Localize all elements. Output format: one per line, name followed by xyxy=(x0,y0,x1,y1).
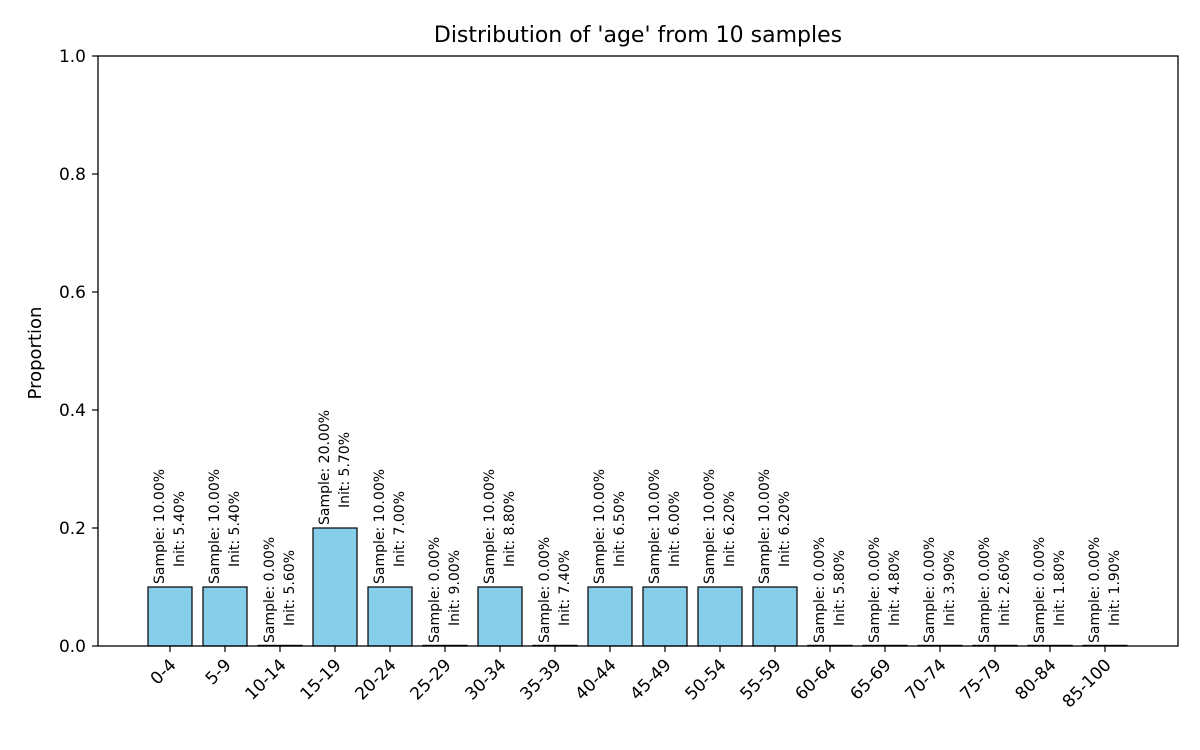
bar-init-label: Init: 6.20% xyxy=(722,491,738,567)
x-tick-label: 5-9 xyxy=(202,655,236,689)
bar-init-label: Init: 1.90% xyxy=(1107,550,1123,626)
bar-init-label: Init: 5.80% xyxy=(832,550,848,626)
x-tick-label: 45-49 xyxy=(626,655,675,704)
y-axis-label: Proportion xyxy=(25,307,46,400)
x-tick-label: 70-74 xyxy=(901,655,950,704)
x-tick-label: 15-19 xyxy=(296,655,345,704)
bar-sample-label: Sample: 10.00% xyxy=(372,469,388,584)
bar-sample-label: Sample: 10.00% xyxy=(757,469,773,584)
bar xyxy=(367,586,413,647)
bar-sample-label: Sample: 0.00% xyxy=(427,537,443,643)
bar-sample-label: Sample: 0.00% xyxy=(1087,537,1103,643)
bar-init-label: Init: 8.80% xyxy=(502,491,518,567)
x-tick-label: 25-29 xyxy=(406,655,455,704)
bar xyxy=(587,586,633,647)
x-tick-label: 85-100 xyxy=(1059,655,1116,712)
x-tick-label: 30-34 xyxy=(461,655,510,704)
bar-init-label: Init: 9.00% xyxy=(447,550,463,626)
bar xyxy=(697,586,743,647)
y-tick-label: 0.4 xyxy=(59,401,86,421)
bars-group xyxy=(147,527,1128,647)
bar-sample-label: Sample: 0.00% xyxy=(537,537,553,643)
bar xyxy=(147,586,193,647)
bar-init-label: Init: 7.00% xyxy=(392,491,408,567)
bar-sample-label: Sample: 10.00% xyxy=(152,469,168,584)
chart-title: Distribution of 'age' from 10 samples xyxy=(434,23,842,48)
bar-sample-label: Sample: 0.00% xyxy=(1032,537,1048,643)
bar-sample-label: Sample: 0.00% xyxy=(812,537,828,643)
bar-init-label: Init: 4.80% xyxy=(887,550,903,626)
x-tick-label: 80-84 xyxy=(1011,655,1060,704)
bar xyxy=(642,586,688,647)
x-tick-label: 50-54 xyxy=(681,655,730,704)
bar xyxy=(752,586,798,647)
bar-init-label: Init: 5.40% xyxy=(227,491,243,567)
bar-init-label: Init: 6.50% xyxy=(612,491,628,567)
bar-init-label: Init: 1.80% xyxy=(1052,550,1068,626)
bar-sample-label: Sample: 0.00% xyxy=(977,537,993,643)
x-tick-label: 60-64 xyxy=(791,655,840,704)
bar-sample-label: Sample: 0.00% xyxy=(262,537,278,643)
bar-init-label: Init: 5.40% xyxy=(172,491,188,567)
bar-sample-label: Sample: 0.00% xyxy=(867,537,883,643)
bar-sample-label: Sample: 10.00% xyxy=(702,469,718,584)
y-tick-label: 0.2 xyxy=(59,519,86,539)
bar-sample-label: Sample: 20.00% xyxy=(317,410,333,525)
x-tick-label: 75-79 xyxy=(956,655,1005,704)
bar-labels-group: Sample: 10.00% Init: 5.40% Sample: 10.00% I… xyxy=(152,410,1123,643)
bar xyxy=(477,586,523,647)
y-tick-label: 0.6 xyxy=(59,283,86,303)
bar xyxy=(202,586,248,647)
y-tick-label: 1.0 xyxy=(59,47,86,67)
bar-init-label: Init: 5.60% xyxy=(282,550,298,626)
bar-init-label: Init: 6.20% xyxy=(777,491,793,567)
bar-sample-label: Sample: 10.00% xyxy=(592,469,608,584)
bar-sample-label: Sample: 10.00% xyxy=(482,469,498,584)
x-tick-label: 0-4 xyxy=(147,655,181,689)
x-tick-label: 35-39 xyxy=(516,655,565,704)
x-axis-ticks: 0-4 5-9 10-14 15-19 20-24 25-29 30-34 35-39 40-4… xyxy=(147,646,1116,712)
y-axis-ticks: 0.0 0.2 0.4 0.6 0.8 1.0 xyxy=(59,47,98,657)
y-tick-label: 0.8 xyxy=(59,165,86,185)
bar-sample-label: Sample: 0.00% xyxy=(922,537,938,643)
x-tick-label: 55-59 xyxy=(736,655,785,704)
plot-frame xyxy=(97,55,1179,647)
x-tick-label: 20-24 xyxy=(351,655,400,704)
bar-init-label: Init: 7.40% xyxy=(557,550,573,626)
bar xyxy=(312,527,358,647)
bar-sample-label: Sample: 10.00% xyxy=(207,469,223,584)
bar-init-label: Init: 3.90% xyxy=(942,550,958,626)
x-tick-label: 40-44 xyxy=(571,655,620,704)
bar-init-label: Init: 5.70% xyxy=(337,432,353,508)
bar-sample-label: Sample: 10.00% xyxy=(647,469,663,584)
x-tick-label: 10-14 xyxy=(241,655,290,704)
y-tick-label: 0.0 xyxy=(59,637,86,657)
x-tick-label: 65-69 xyxy=(846,655,895,704)
bar-init-label: Init: 2.60% xyxy=(997,550,1013,626)
bar-init-label: Init: 6.00% xyxy=(667,491,683,567)
